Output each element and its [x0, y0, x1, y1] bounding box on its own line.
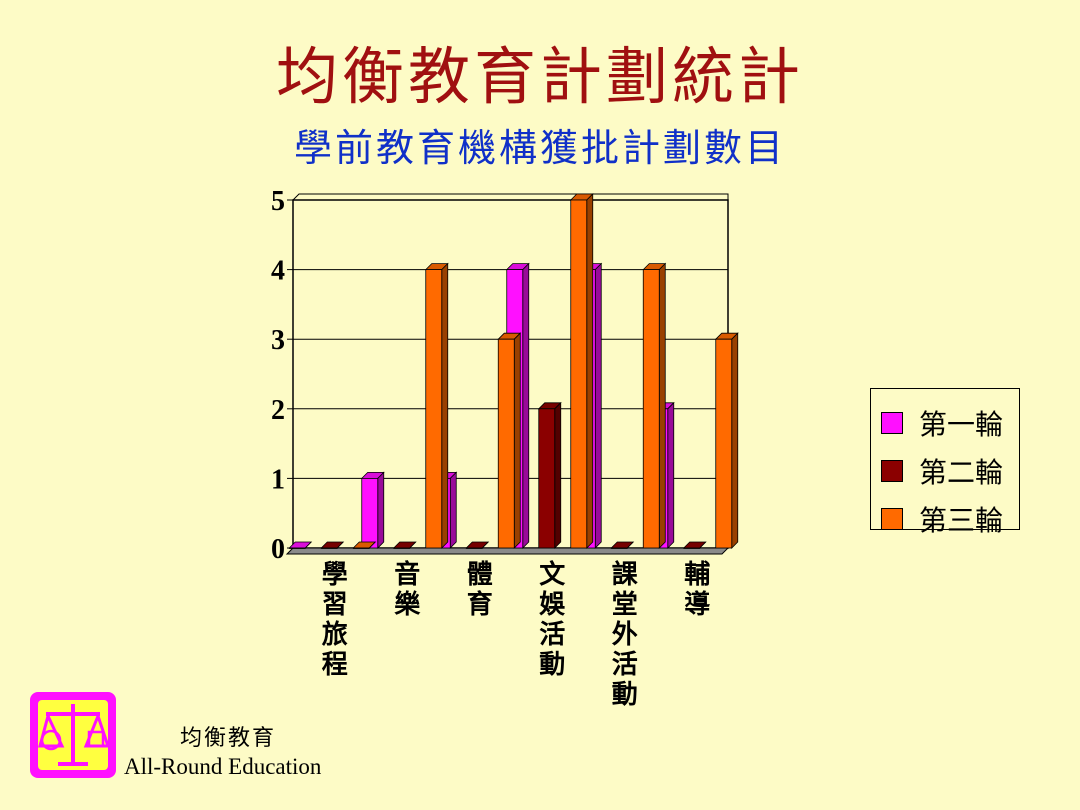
bar-front [570, 199, 588, 549]
bar-side [731, 332, 739, 549]
bar-side [441, 262, 449, 549]
bar-side [336, 541, 344, 549]
bar-side [304, 541, 312, 549]
chart-title: 均衡教育計劃統計 [275, 40, 804, 113]
bar-side [658, 262, 666, 549]
y-tick-label-1: 1 [271, 464, 285, 495]
bar-3-1 [352, 541, 377, 549]
bar-2-4 [537, 401, 562, 549]
bar-front [425, 269, 443, 549]
all-round-education-logo [30, 692, 116, 778]
bar-front [683, 547, 701, 549]
legend-item-series-3: 第三輪 [871, 495, 1019, 543]
bar-3-3 [497, 332, 522, 549]
y-tick-label-3: 3 [271, 325, 285, 356]
bar-3-4 [569, 193, 594, 549]
bar-front [715, 338, 733, 549]
bar-3-2 [424, 262, 449, 549]
legend-item-series-2: 第二輪 [871, 447, 1019, 495]
bar-1-2 [360, 471, 385, 549]
bar-side [667, 401, 675, 549]
y-tick-label-5: 5 [271, 186, 285, 217]
bar-front [320, 547, 338, 549]
y-tick-label-2: 2 [271, 395, 285, 426]
legend-swatch-series-1 [881, 412, 903, 434]
bar-2-6 [682, 541, 707, 549]
x-tick-label-3: 體育 [462, 560, 493, 620]
legend-item-series-1: 第一輪 [871, 399, 1019, 447]
x-tick-label-6: 輔導 [679, 560, 710, 620]
x-tick-label-2: 音樂 [389, 560, 420, 620]
bar-front [610, 547, 628, 549]
bar-side [449, 471, 457, 549]
bar-side [554, 401, 562, 549]
bar-side [594, 262, 602, 549]
bar-2-5 [610, 541, 635, 549]
chart-subtitle: 學前教育機構獲批計劃數目 [293, 126, 786, 170]
bar-side [481, 541, 489, 549]
bar-2-1 [320, 541, 345, 549]
footer-english-name: All-Round Education [124, 754, 322, 779]
x-tick-label-1: 學習旅程 [317, 560, 348, 680]
legend-label-series-1: 第一輪 [919, 408, 1004, 441]
bar-side [699, 541, 707, 549]
footer-chinese-name: 均衡教育 [180, 726, 277, 751]
bar-3-5 [642, 262, 667, 549]
y-tick-label-0: 0 [271, 534, 285, 565]
x-tick-label-4: 文娛活動 [534, 560, 565, 680]
bar-front [497, 338, 515, 549]
bar-front [465, 547, 483, 549]
y-axis-ticks: 0 1 2 3 4 5 [271, 186, 293, 565]
bar-front [352, 547, 370, 549]
bar-side [409, 541, 417, 549]
y-tick-label-4: 4 [271, 256, 285, 287]
bar-3-6 [714, 332, 739, 549]
bar-2-3 [465, 541, 490, 549]
bar-front [393, 547, 411, 549]
bar-1-1 [288, 541, 313, 549]
bar-front [538, 408, 556, 549]
bars [288, 193, 739, 549]
bar-side [377, 471, 385, 549]
legend-swatch-series-3 [881, 508, 903, 530]
bar-front [361, 477, 379, 549]
bar-side [513, 332, 521, 549]
legend: 第一輪 第二輪 第三輪 [870, 388, 1020, 537]
plot-floor [285, 547, 730, 555]
legend-label-series-2: 第二輪 [919, 456, 1004, 489]
bar-side [586, 193, 594, 549]
bar-side [522, 262, 530, 549]
bar-side [626, 541, 634, 549]
legend-label-series-3: 第三輪 [919, 504, 1004, 537]
bar-front [642, 269, 660, 549]
legend-swatch-series-2 [881, 460, 903, 482]
bar-side [368, 541, 376, 549]
bar-2-2 [392, 541, 417, 549]
x-tick-label-5: 課堂外活動 [607, 560, 638, 710]
plot-top-edge [291, 193, 729, 201]
